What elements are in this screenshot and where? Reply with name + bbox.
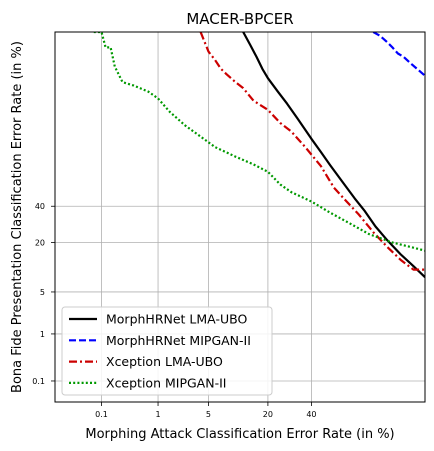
legend-label: MorphHRNet LMA-UBO: [106, 312, 247, 327]
series-lines: [93, 32, 425, 278]
legend-entries: MorphHRNet LMA-UBO MorphHRNet MIPGAN-II Xc…: [69, 312, 251, 390]
x-tick-label: 1: [155, 410, 160, 419]
y-axis-label: Bona Fide Presentation Classification Er…: [10, 41, 25, 393]
series-line-1: [242, 32, 425, 278]
series-line-2: [372, 32, 425, 77]
x-axis-ticks: 0.1 1 5 20 40: [95, 402, 317, 419]
legend-box: [61, 306, 273, 396]
legend-label: Xception MIPGAN-II: [106, 375, 226, 390]
y-tick-label: 5: [40, 288, 45, 297]
y-axis-ticks: 0.1 1 5 20 40: [32, 202, 55, 386]
y-tick-label: 20: [35, 238, 45, 247]
legend: MorphHRNet LMA-UBO MorphHRNet MIPGAN-II Xc…: [61, 306, 273, 396]
x-tick-label: 5: [206, 410, 211, 419]
y-tick-label: 1: [40, 330, 45, 339]
legend-label: MorphHRNet MIPGAN-II: [106, 333, 251, 348]
y-tick-label: 0.1: [32, 377, 45, 386]
legend-label: Xception LMA-UBO: [106, 354, 223, 369]
x-tick-label: 0.1: [95, 410, 108, 419]
y-tick-label: 40: [35, 202, 45, 211]
x-axis-label: Morphing Attack Classification Error Rat…: [85, 427, 394, 442]
x-tick-label: 20: [263, 410, 273, 419]
series-line-3: [199, 32, 425, 271]
x-tick-label: 40: [306, 410, 316, 419]
plot-frame: [54, 31, 426, 403]
chart-title: MACER-BPCER: [186, 10, 293, 28]
